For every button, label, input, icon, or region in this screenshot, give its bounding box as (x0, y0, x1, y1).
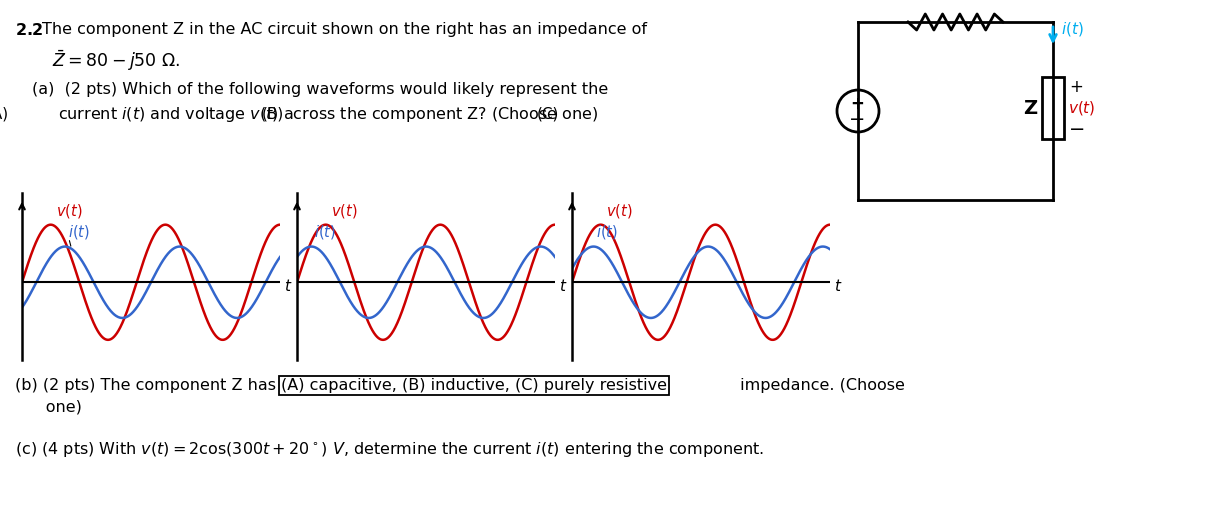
Text: $\mathbf{2.2}$: $\mathbf{2.2}$ (15, 22, 44, 38)
Text: −: − (849, 109, 866, 128)
Text: $i(t)$: $i(t)$ (596, 223, 618, 241)
Text: +: + (1069, 78, 1083, 96)
Text: (A) capacitive, (B) inductive, (C) purely resistive: (A) capacitive, (B) inductive, (C) purel… (280, 378, 667, 393)
Text: The component Z in the AC circuit shown on the right has an impedance of: The component Z in the AC circuit shown … (42, 22, 647, 37)
Text: Z: Z (1023, 98, 1037, 117)
Text: (b) (2 pts) The component Z has a/an: (b) (2 pts) The component Z has a/an (15, 378, 322, 393)
Text: one): one) (15, 400, 82, 415)
Text: $\bar{Z} = 80 - j50\ \Omega.$: $\bar{Z} = 80 - j50\ \Omega.$ (52, 48, 180, 72)
Text: $t$: $t$ (834, 278, 843, 294)
Text: $i(t)$: $i(t)$ (68, 223, 89, 241)
Bar (1042, 77, 1064, 139)
Text: (a)  (2 pts) Which of the following waveforms would likely represent the: (a) (2 pts) Which of the following wavef… (31, 82, 608, 97)
Text: (C): (C) (537, 106, 559, 121)
Text: impedance. (Choose: impedance. (Choose (735, 378, 904, 393)
Text: (B): (B) (262, 106, 284, 121)
Text: $t$: $t$ (559, 278, 567, 294)
Text: current $i(t)$ and voltage $v(t)$ across the component Z? (Choose one): current $i(t)$ and voltage $v(t)$ across… (58, 105, 598, 124)
Text: $t$: $t$ (284, 278, 293, 294)
Text: $v(t)$: $v(t)$ (607, 202, 632, 220)
Text: $v(t)$: $v(t)$ (57, 202, 83, 220)
Text: −: − (1069, 120, 1086, 139)
Text: +: + (850, 95, 864, 113)
Text: $i(t)$: $i(t)$ (1062, 20, 1083, 38)
Text: $v(t)$: $v(t)$ (1068, 99, 1095, 117)
Text: $i(t)$: $i(t)$ (314, 223, 336, 241)
Text: $v(t)$: $v(t)$ (331, 202, 358, 220)
Text: (A): (A) (0, 106, 10, 121)
Text: (c) (4 pts) With $v(t) = 2\cos(300t + 20^\circ)\ V$, determine the current $i(t): (c) (4 pts) With $v(t) = 2\cos(300t + 20… (15, 440, 764, 459)
